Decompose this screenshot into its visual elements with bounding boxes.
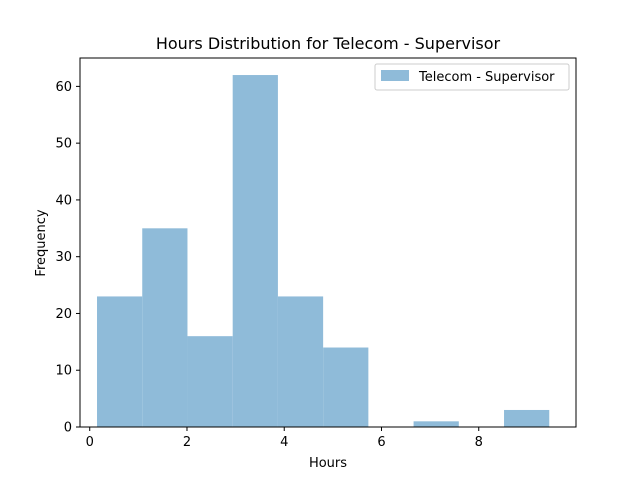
y-tick-label: 20	[55, 307, 72, 322]
x-tick-label: 6	[377, 435, 385, 450]
y-tick-label: 0	[64, 421, 72, 436]
y-tick-label: 60	[55, 80, 72, 95]
x-axis-ticks: 0 2 4 6 8	[86, 427, 483, 450]
histogram-bar-7	[413, 421, 459, 427]
y-tick-label: 50	[55, 137, 72, 152]
chart-title: Hours Distribution for Telecom - Supervi…	[156, 34, 501, 53]
legend: Telecom - Supervisor	[374, 63, 570, 91]
histogram-bar-3	[232, 75, 278, 428]
y-tick-label: 10	[55, 364, 72, 379]
histogram-bar-4	[277, 296, 324, 427]
histogram-bar-5	[323, 347, 369, 427]
x-tick-label: 8	[475, 435, 483, 450]
bars-group	[97, 75, 550, 428]
y-tick-label: 30	[55, 250, 72, 265]
histogram-bar-2	[187, 336, 233, 427]
y-axis-ticks: 0 10 20 30 40 50 60	[55, 80, 80, 436]
histogram-bar-0	[97, 296, 143, 427]
y-tick-label: 40	[55, 193, 72, 208]
x-tick-label: 4	[280, 435, 288, 450]
x-tick-label: 2	[183, 435, 191, 450]
x-axis-label: Hours	[309, 456, 347, 471]
histogram-bar-1	[142, 228, 188, 427]
legend-box	[374, 63, 570, 91]
legend-swatch	[381, 70, 409, 81]
legend-entry: Telecom - Supervisor	[418, 70, 555, 85]
x-tick-label: 0	[86, 435, 94, 450]
y-axis-label: Frequency	[34, 209, 49, 276]
histogram-bar-9	[504, 409, 550, 427]
plot-frame	[79, 57, 577, 428]
